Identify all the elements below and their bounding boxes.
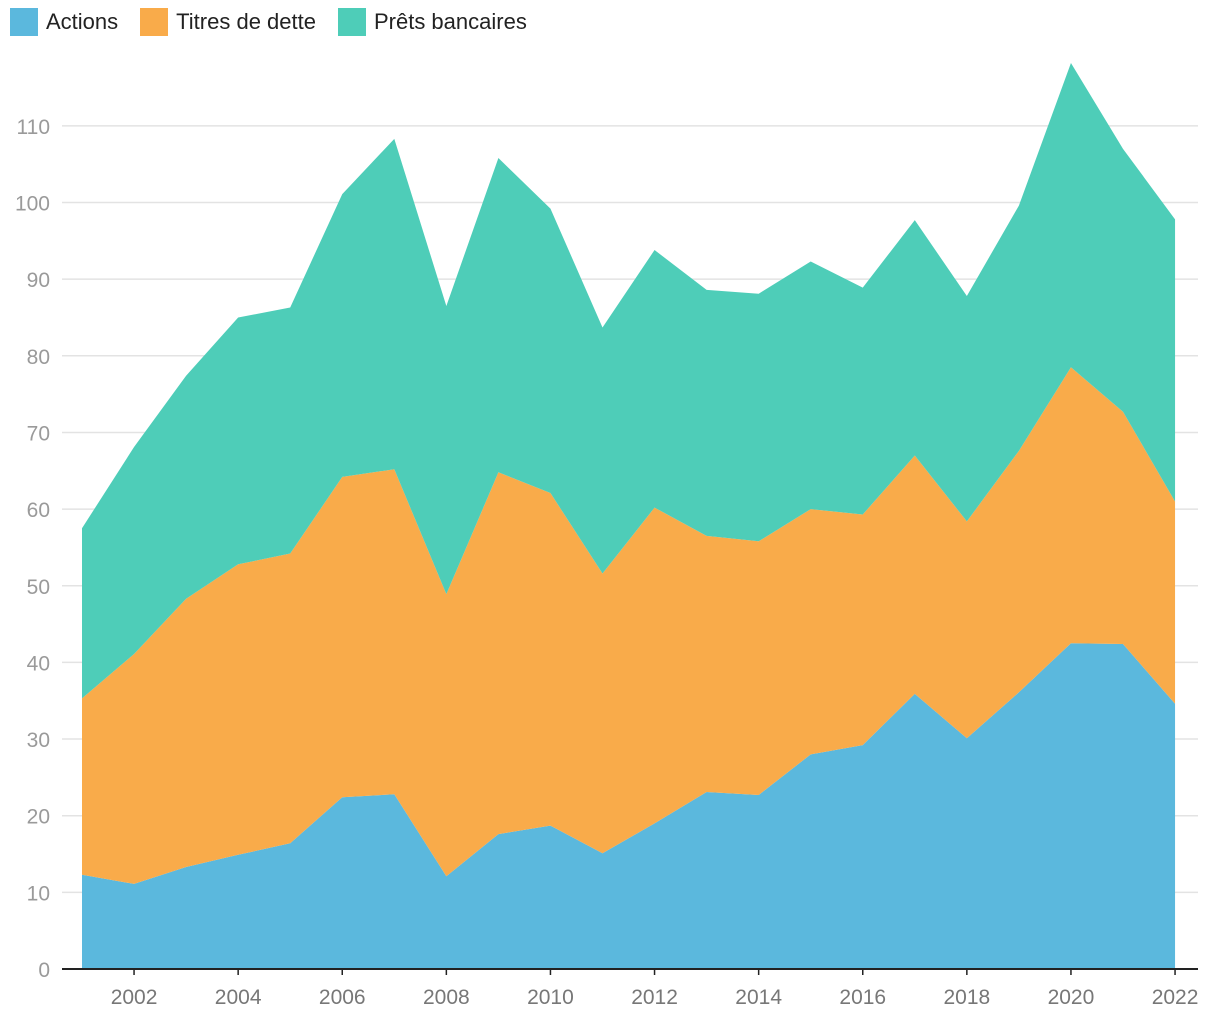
x-tick-label: 2006: [319, 986, 366, 1009]
y-tick-label: 100: [15, 193, 50, 216]
area-series-actions: [82, 643, 1176, 969]
y-tick-label: 80: [27, 346, 50, 369]
legend-label-titres-de-dette: Titres de dette: [176, 9, 316, 34]
legend-swatch-actions: [10, 8, 38, 36]
y-tick-label: 70: [27, 422, 50, 445]
y-tick-label: 50: [27, 576, 50, 599]
x-tick-label: 2018: [943, 986, 990, 1009]
legend-item-actions[interactable]: Actions: [10, 8, 118, 36]
legend-swatch-prets-bancaires: [337, 8, 366, 36]
areas: [82, 63, 1176, 969]
y-tick-label: 60: [27, 499, 50, 522]
legend: Actions Titres de dette Prêts bancaires: [10, 8, 527, 36]
x-tick-label: 2012: [631, 986, 678, 1009]
y-tick-label: 30: [27, 729, 50, 752]
area-series-prets-bancaires: [82, 63, 1176, 699]
y-tick-label: 40: [27, 652, 50, 675]
y-tick-label: 20: [27, 806, 50, 829]
legend-label-actions: Actions: [46, 9, 119, 34]
y-tick-label: 90: [27, 269, 50, 292]
area-series-titres-de-dette: [82, 367, 1176, 884]
x-tick-label: 2004: [215, 986, 262, 1009]
x-tick-label: 2002: [111, 986, 158, 1009]
x-tick-label: 2016: [839, 986, 886, 1009]
y-tick-label: 110: [17, 116, 50, 139]
y-axis: 0 10 20 30 40 50 60 70 80 90 100 110: [15, 116, 50, 982]
x-tick-label: 2010: [527, 986, 574, 1009]
y-tick-label: 10: [27, 882, 50, 905]
x-axis: 2002 2004 2006 2008 2010 2012 2014 2016 2018 2020…: [62, 968, 1199, 1009]
x-tick-label: 2022: [1152, 986, 1199, 1009]
y-tick-label: 0: [38, 959, 50, 982]
legend-item-prets-bancaires[interactable]: Prêts bancaires: [337, 8, 527, 36]
x-tick-label: 2014: [735, 986, 782, 1009]
legend-item-titres-de-dette[interactable]: Titres de dette: [140, 8, 316, 36]
x-tick-label: 2020: [1048, 986, 1095, 1009]
legend-label-prets-bancaires: Prêts bancaires: [373, 9, 527, 34]
legend-swatch-titres-de-dette: [140, 8, 169, 36]
x-tick-label: 2008: [423, 986, 470, 1009]
